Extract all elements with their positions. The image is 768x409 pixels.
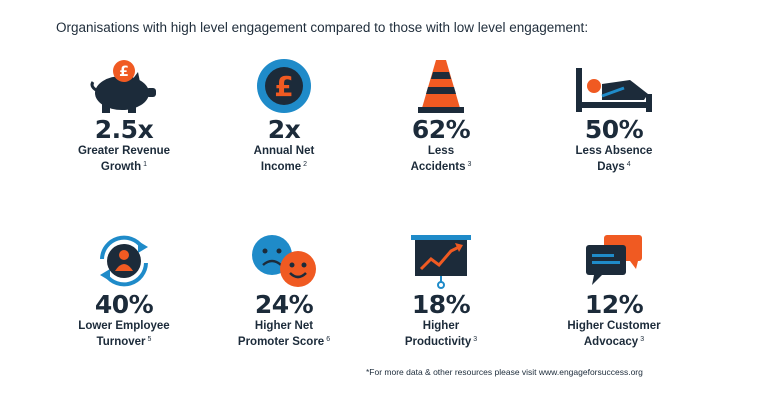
traffic-cone-icon <box>418 60 464 113</box>
stat-label: Less Absence Days 4 <box>575 145 653 173</box>
stat-value: 18% <box>411 290 471 319</box>
stat-label: Higher Productivity 3 <box>404 320 478 348</box>
pound-coin-icon: £ <box>257 59 311 113</box>
stat-label: Higher Net Promoter Score 6 <box>237 320 331 348</box>
speech-bubbles-icon <box>586 235 642 285</box>
stat-value: 2.5x <box>94 115 154 144</box>
faces-icon <box>252 235 316 287</box>
svg-text:£: £ <box>119 64 129 80</box>
footnote: *For more data & other resources please … <box>366 367 643 377</box>
piggy-bank-icon: £ <box>90 60 156 113</box>
stat-employee-turnover: 40% Lower Employee Turnover 5 <box>49 233 199 349</box>
stat-accidents: 62% Less Accidents 3 <box>366 58 516 174</box>
stat-productivity: 18% Higher Productivity 3 <box>366 233 516 349</box>
stat-label: Higher Customer Advocacy 3 <box>567 320 661 348</box>
page-title: Organisations with high level engagement… <box>56 20 589 35</box>
stat-label: Greater Revenue Growth 1 <box>77 145 171 173</box>
stat-value: 24% <box>254 290 314 319</box>
presentation-chart-icon <box>411 235 471 289</box>
stat-net-income: £ 2x Annual Net Income 2 <box>209 58 359 174</box>
stat-value: 40% <box>94 290 154 319</box>
stat-revenue-growth: £ 2.5x Greater Revenue Growth 1 <box>49 58 199 174</box>
bed-icon <box>576 68 652 112</box>
employee-cycle-icon <box>100 235 148 287</box>
stat-label: Less Accidents 3 <box>410 145 472 173</box>
stat-value: 50% <box>584 115 644 144</box>
svg-text:£: £ <box>274 70 293 103</box>
stat-value: 62% <box>411 115 471 144</box>
stat-label: Lower Employee Turnover 5 <box>78 320 170 348</box>
stat-absence-days: 50% Less Absence Days 4 <box>539 58 689 174</box>
stat-label: Annual Net Income 2 <box>253 145 315 173</box>
stat-value: 12% <box>584 290 644 319</box>
stat-customer-advocacy: 12% Higher Customer Advocacy 3 <box>539 233 689 349</box>
stat-value: 2x <box>267 115 301 144</box>
stat-promoter-score: 24% Higher Net Promoter Score 6 <box>209 233 359 349</box>
